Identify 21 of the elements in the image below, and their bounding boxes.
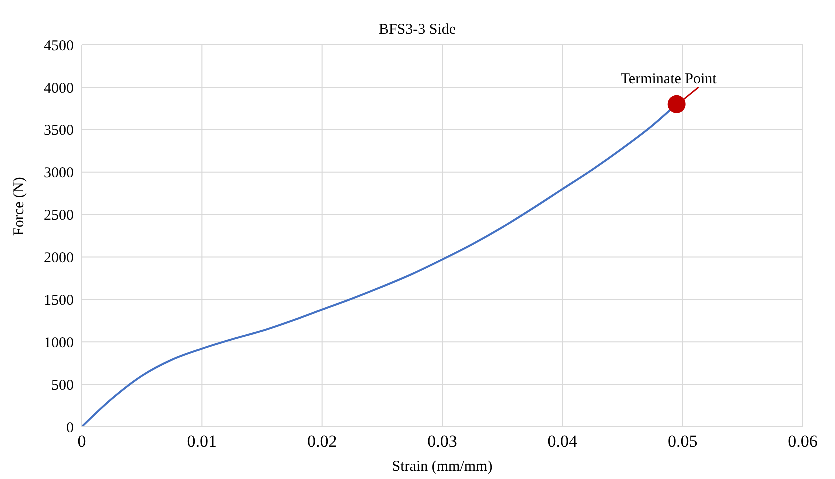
x-tick-label: 0 [78, 432, 86, 452]
y-tick-label: 500 [52, 378, 74, 394]
annotation: Terminate Point [620, 71, 718, 88]
y-tick-label: 2000 [44, 250, 74, 267]
y-tick-label: 4000 [44, 80, 74, 97]
x-axis-title: Strain (mm/mm) [392, 459, 493, 475]
x-tick-label: 0.04 [548, 432, 578, 452]
x-tick-label: 0.06 [788, 432, 818, 452]
y-tick-label: 1000 [44, 335, 74, 352]
x-tick-label: 0.03 [428, 432, 458, 452]
x-tick-label: 0.01 [187, 432, 218, 452]
y-axis-title: Force (N) [11, 177, 28, 236]
y-tick-label: 1500 [44, 292, 74, 309]
y-tick-label: 0 [66, 420, 74, 436]
y-tick-label: 3000 [44, 166, 74, 182]
y-tick-label: 2500 [44, 208, 74, 224]
chart-title: BFS3-3 Side [378, 22, 458, 39]
x-tick-label: 0.02 [307, 432, 338, 452]
y-tick-label: 4500 [44, 38, 74, 54]
y-tick-label: 3500 [44, 123, 74, 140]
x-tick-label: 0.05 [668, 432, 698, 452]
